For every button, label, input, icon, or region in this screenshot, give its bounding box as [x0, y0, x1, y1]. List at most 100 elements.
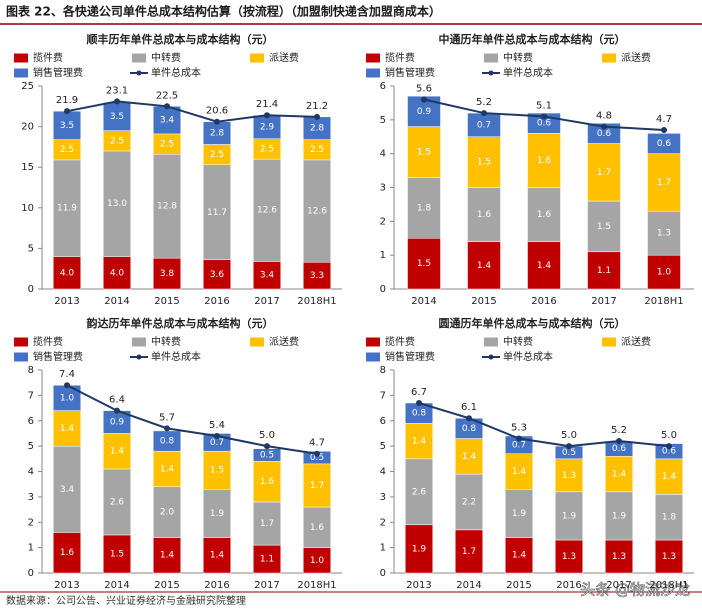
bar-label: 2.5 — [110, 136, 124, 146]
y-tick-label: 6 — [380, 416, 386, 427]
y-tick-label: 1 — [380, 250, 386, 261]
bar-label: 0.7 — [210, 438, 224, 448]
bar-label: 1.3 — [657, 229, 671, 239]
bar-segment — [655, 458, 683, 495]
total-line — [66, 100, 318, 123]
bar-segment — [605, 456, 633, 493]
bar-segment — [467, 136, 501, 188]
bar-segment — [153, 486, 181, 538]
legend-swatch — [366, 53, 380, 63]
bar-segment — [103, 150, 131, 257]
total-label: 21.4 — [256, 99, 278, 110]
bar-label: 0.6 — [657, 139, 672, 149]
x-tick-label: 2018H1 — [297, 296, 336, 307]
bar-segment — [505, 489, 533, 538]
bar-label: 1.3 — [562, 471, 576, 481]
y-tick-label: 3 — [380, 183, 386, 194]
watermark: 头条 @物流沙龙 — [580, 581, 690, 599]
legend-swatch — [484, 337, 498, 347]
legend-label: 中转费 — [503, 335, 533, 348]
x-tick-label: 2013 — [54, 296, 79, 307]
legend-swatch — [366, 68, 380, 78]
bar-segment — [407, 177, 441, 239]
bar-label: 1.4 — [60, 424, 75, 434]
bar-segment — [303, 159, 331, 263]
legend-label: 揽件费 — [385, 335, 415, 348]
total-point — [64, 382, 70, 389]
total-point — [661, 126, 667, 133]
y-tick-label: 0 — [380, 568, 386, 579]
page-title: 图表 22、各快递公司单件总成本结构估算（按流程）（加盟制快递含加盟商成本） — [6, 4, 441, 19]
x-tick-label: 2015 — [154, 580, 179, 591]
legend-label: 派送费 — [269, 51, 299, 64]
bar-label: 1.9 — [612, 511, 627, 521]
total-label: 20.6 — [206, 106, 228, 117]
bar-label: 1.4 — [612, 470, 627, 480]
x-tick-label: 2018H1 — [297, 580, 336, 591]
bar-label: 1.4 — [537, 261, 552, 271]
y-tick-label: 1 — [380, 543, 386, 554]
bar-label: 0.8 — [412, 409, 427, 419]
bar-label: 0.6 — [597, 129, 612, 139]
bar-segment — [527, 133, 561, 188]
bar-segment — [153, 537, 181, 574]
legend-label: 销售管理费 — [33, 350, 83, 363]
legend-label: 中转费 — [151, 335, 181, 348]
bar-label: 2.9 — [260, 123, 275, 133]
y-tick-label: 10 — [21, 203, 34, 214]
bar-segment — [303, 261, 331, 290]
bar-segment — [527, 187, 561, 242]
bar-label: 3.4 — [260, 271, 275, 281]
bar-label: 1.6 — [537, 210, 552, 220]
total-point — [164, 103, 170, 110]
bar-label: 0.5 — [562, 448, 576, 458]
legend-label: 销售管理费 — [385, 350, 435, 363]
x-tick-label: 2013 — [54, 580, 79, 591]
y-tick-label: 6 — [380, 81, 386, 92]
bar-label: 1.0 — [60, 393, 75, 403]
bar-segment — [455, 473, 483, 531]
bar-label: 1.5 — [210, 466, 224, 476]
bar-label: 0.6 — [537, 119, 552, 129]
total-label: 5.1 — [536, 100, 552, 111]
source-note: 数据来源：公司公告、兴业证券经济与金融研究院整理 — [6, 594, 246, 607]
bar-segment — [303, 463, 331, 508]
total-label: 21.2 — [306, 101, 328, 112]
legend-label: 销售管理费 — [385, 66, 435, 79]
bar-label: 2.5 — [60, 145, 74, 155]
bar-segment — [53, 256, 81, 290]
y-tick-label: 8 — [28, 365, 34, 376]
total-point — [416, 399, 422, 406]
bar-segment — [587, 122, 621, 144]
bar-segment — [405, 423, 433, 460]
bar-segment — [53, 110, 81, 140]
total-point — [421, 96, 427, 103]
legend-swatch — [14, 53, 28, 63]
x-tick-label: 2016 — [204, 296, 229, 307]
bar-label: 2.8 — [310, 124, 325, 134]
x-tick-label: 2016 — [531, 296, 556, 307]
x-tick-label: 2017 — [591, 296, 616, 307]
y-tick-label: 5 — [380, 115, 386, 126]
total-label: 4.8 — [596, 111, 612, 122]
legend-swatch — [366, 352, 380, 362]
bar-label: 1.4 — [512, 551, 527, 561]
total-line — [418, 402, 670, 448]
total-label: 5.3 — [511, 423, 527, 434]
bar-label: 1.4 — [160, 464, 175, 474]
x-tick-label: 2015 — [506, 580, 531, 591]
bar-label: 11.9 — [57, 204, 77, 214]
bar-label: 1.3 — [612, 552, 626, 562]
bar-label: 1.6 — [477, 210, 492, 220]
legend-label: 单件总成本 — [503, 350, 553, 363]
y-tick-label: 2 — [28, 517, 34, 528]
legend-swatch — [602, 337, 616, 347]
total-label: 7.4 — [59, 369, 75, 380]
total-point — [601, 123, 607, 130]
total-point — [64, 108, 70, 115]
y-tick-label: 0 — [28, 568, 34, 579]
legend-label: 派送费 — [269, 335, 299, 348]
legend-dot — [136, 354, 142, 360]
bar-label: 1.6 — [310, 523, 325, 533]
y-tick-label: 4 — [380, 467, 386, 478]
